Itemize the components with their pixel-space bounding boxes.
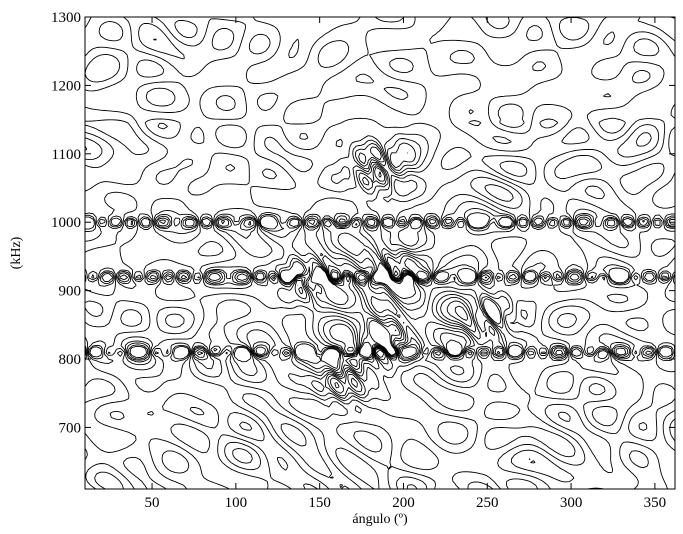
contour-level-line	[85, 17, 675, 489]
y-tick-label: 1000	[51, 215, 81, 231]
y-tick-label: 800	[59, 352, 82, 368]
y-axis: 700 800 900 1000 1100 1200 1300	[51, 10, 675, 436]
contour-level-line	[85, 122, 675, 431]
contour-level-line	[85, 142, 675, 397]
y-tick-label: 900	[59, 284, 82, 300]
x-axis: 50 100 150 200 250 300 350	[145, 17, 667, 511]
y-tick-label: 1300	[51, 10, 81, 26]
y-tick-label: 1100	[52, 147, 81, 163]
contour-level-line	[85, 38, 675, 489]
x-tick-label: 350	[644, 495, 667, 511]
contour-level-line	[119, 152, 675, 394]
y-tick-label: 700	[59, 420, 82, 436]
contour-level-line	[85, 146, 673, 369]
x-tick-label: 300	[560, 495, 583, 511]
x-tick-label: 150	[308, 495, 331, 511]
y-tick-label: 1200	[51, 78, 81, 94]
x-tick-label: 50	[145, 495, 160, 511]
contour-lines	[85, 17, 675, 489]
contour-level-line	[85, 17, 675, 489]
plot-frame	[84, 16, 676, 490]
x-axis-label: ángulo (º)	[352, 512, 408, 527]
y-axis-label: (kHz)	[9, 236, 24, 269]
x-tick-label: 250	[476, 495, 499, 511]
x-tick-label: 200	[392, 495, 415, 511]
contour-level-line	[129, 218, 627, 389]
x-tick-label: 100	[225, 495, 248, 511]
